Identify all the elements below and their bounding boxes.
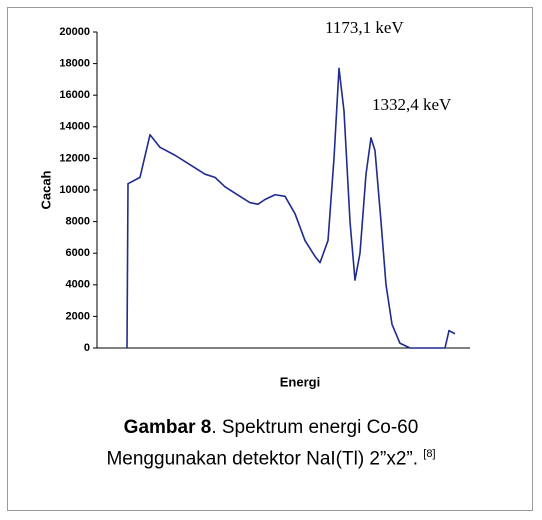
chart: Cacah Energi 0 2000 4000 6000 8000 10000 12000… (38, 18, 470, 389)
caption-text: Menggunakan detektor NaI(Tl) 2”x2”. (106, 448, 419, 470)
y-tick-label: 10000 (59, 184, 90, 196)
y-tick-label: 14000 (59, 121, 90, 133)
x-axis-label: Energi (280, 374, 320, 389)
y-tick-label: 0 (84, 342, 90, 354)
y-tick-label: 12000 (59, 152, 90, 164)
figure-frame (7, 7, 533, 511)
y-tick-label: 16000 (59, 89, 90, 101)
caption-line: Menggunakan detektor NaI(Tl) 2”x2”. [8] (0, 441, 542, 472)
annotation: 1332,4 keV (372, 95, 452, 114)
y-tick-label: 2000 (66, 310, 90, 322)
y-tick-label: 6000 (66, 247, 90, 259)
y-tick-label: 8000 (66, 216, 90, 228)
annotation: 1173,1 keV (325, 18, 404, 37)
y-axis-label: Cacah (38, 170, 53, 209)
line-series (126, 67, 456, 349)
caption: Gambar 8. Spektrum energi Co-60 Mengguna… (0, 415, 542, 472)
caption-ref: [8] (423, 448, 436, 460)
y-tick-label: 20000 (59, 26, 90, 38)
caption-text: . Spektrum energi Co-60 (211, 417, 419, 438)
caption-label: Gambar 8 (123, 417, 212, 438)
caption-line: Gambar 8. Spektrum energi Co-60 (0, 415, 542, 441)
y-tick-label: 4000 (66, 279, 90, 291)
y-tick-label: 18000 (59, 58, 90, 70)
